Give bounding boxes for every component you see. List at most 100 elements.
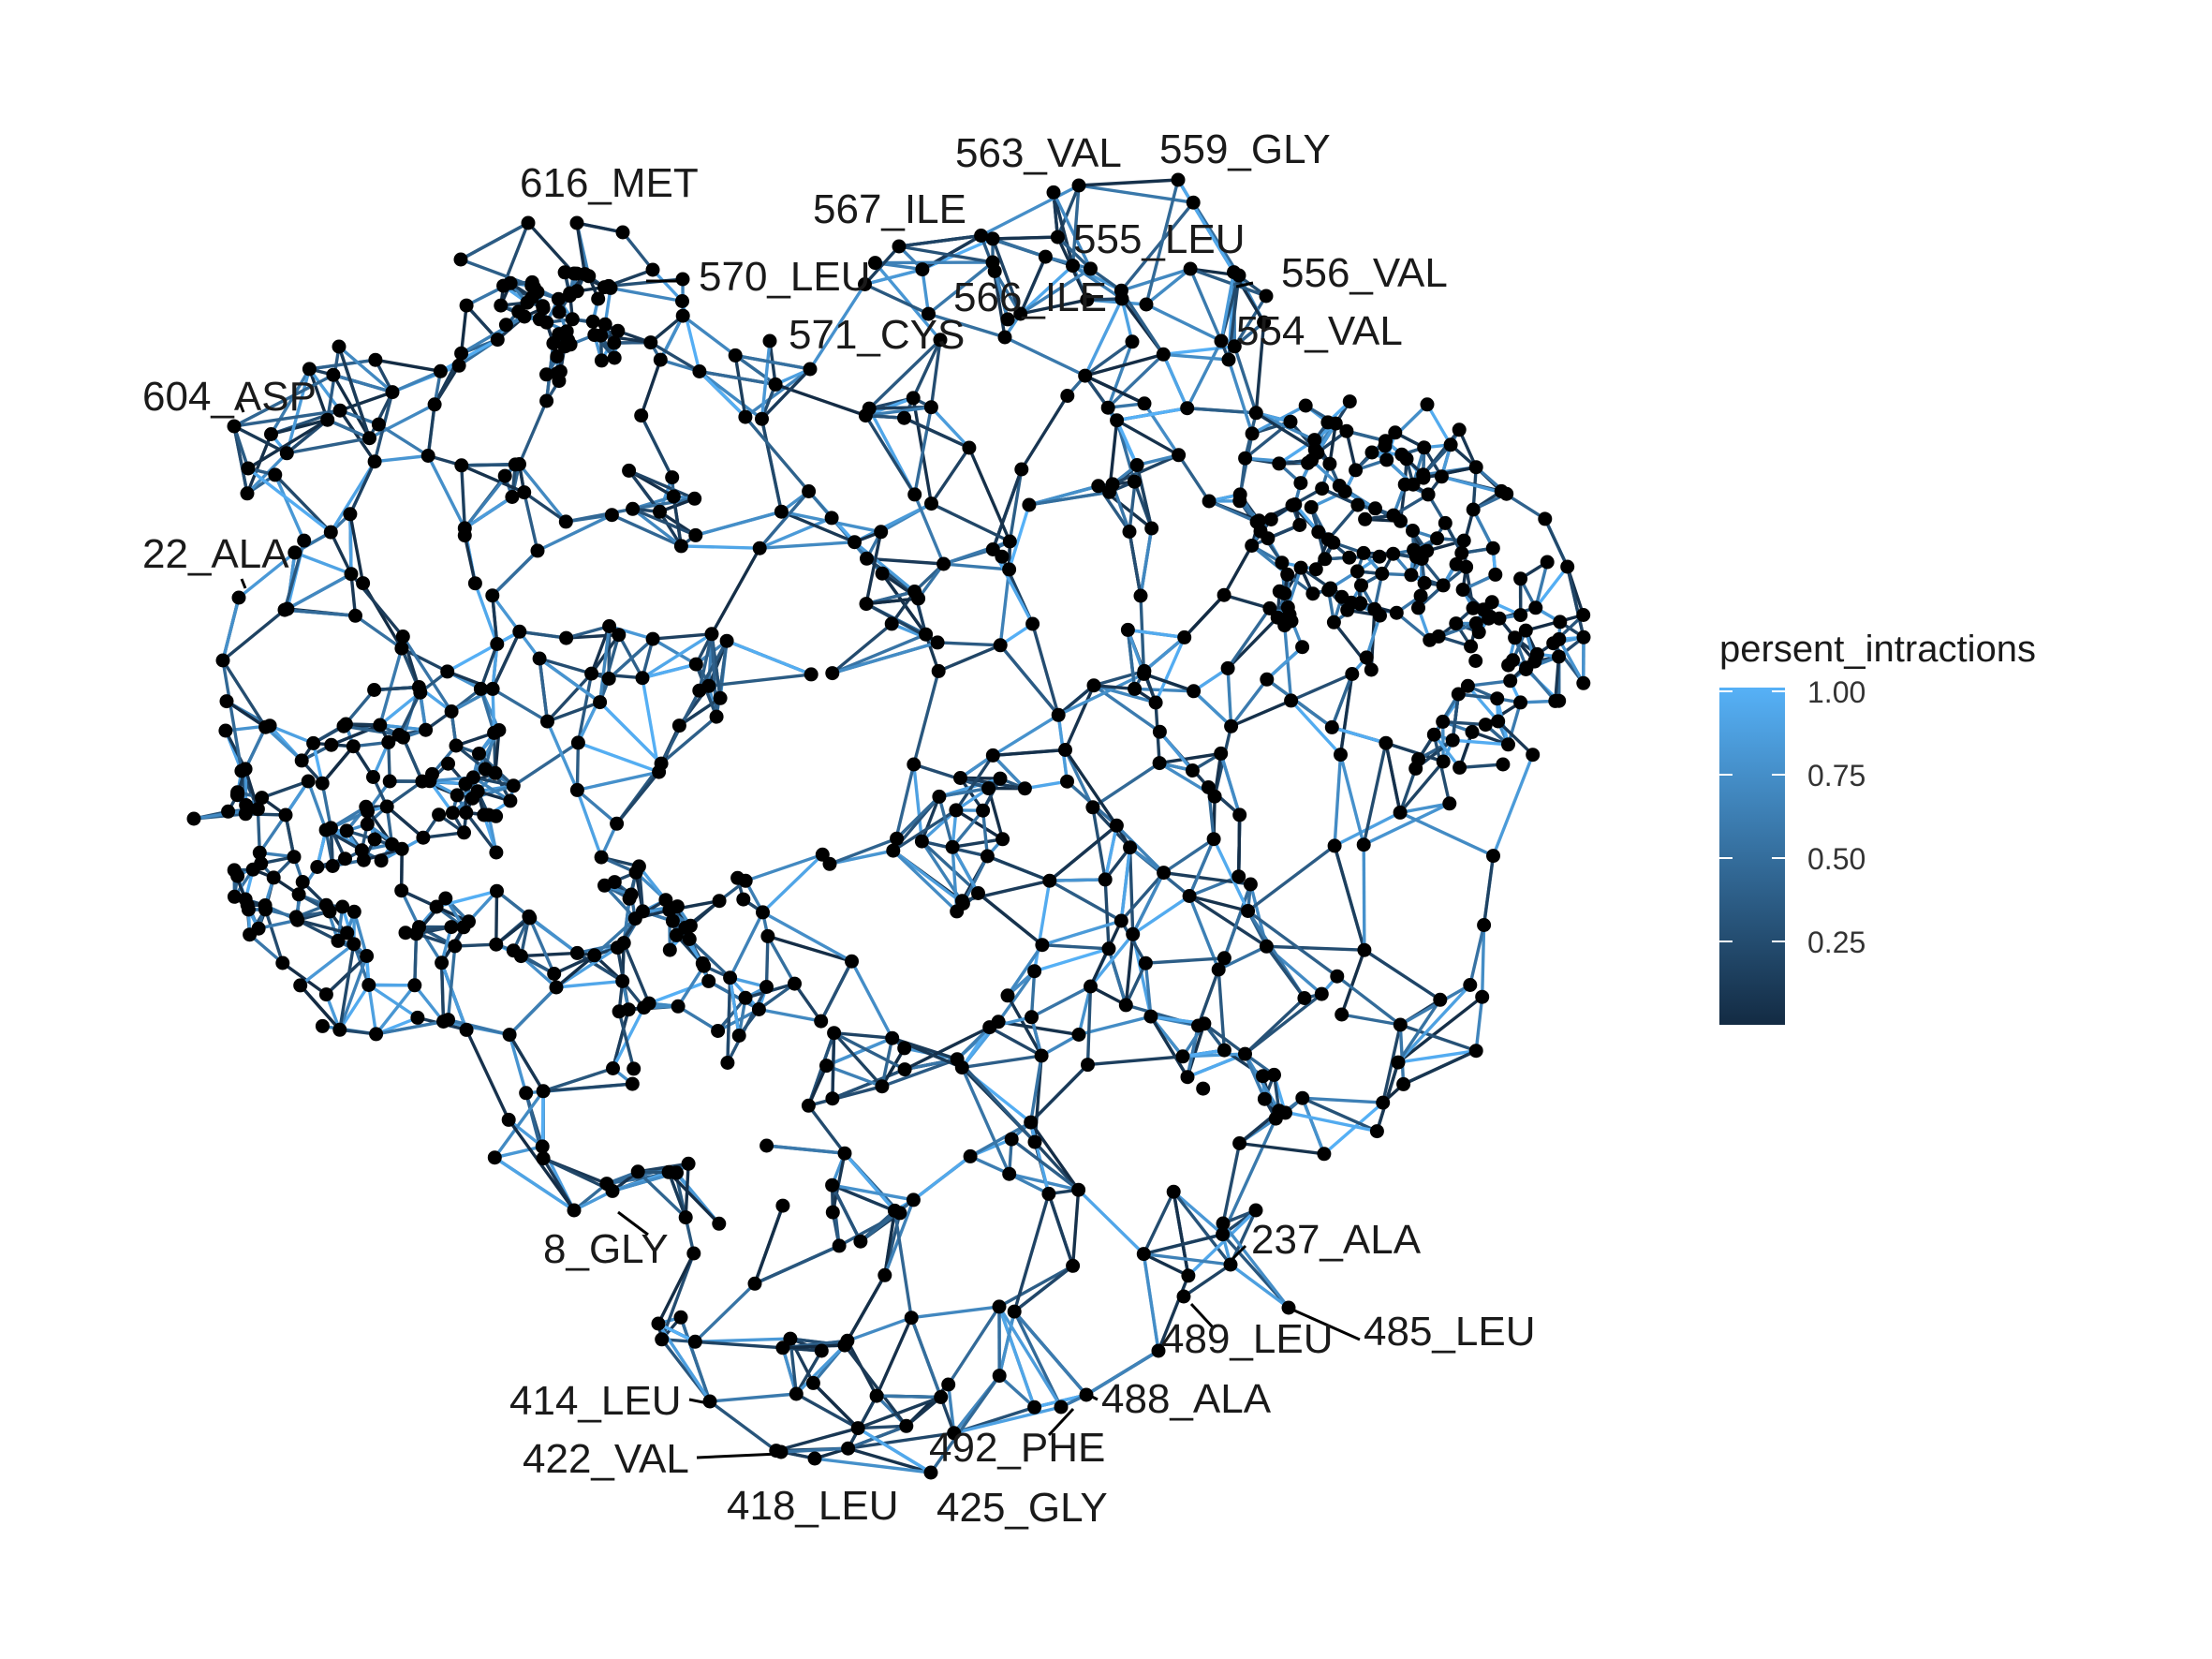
edge — [698, 633, 714, 691]
node — [549, 980, 564, 995]
edge — [1554, 656, 1561, 702]
edge — [1226, 668, 1233, 727]
node — [1454, 545, 1469, 560]
node — [919, 627, 934, 642]
edge — [780, 510, 856, 544]
node-label-485-leu: 485_LEU — [1364, 1309, 1535, 1355]
edge — [221, 608, 287, 662]
node — [445, 806, 460, 821]
edge — [448, 1017, 510, 1037]
node — [535, 1139, 550, 1154]
edge — [920, 795, 941, 842]
node — [1322, 456, 1337, 471]
node — [949, 803, 964, 818]
node — [1283, 414, 1298, 429]
node — [1000, 988, 1015, 1003]
edge — [1335, 974, 1402, 1027]
edge — [875, 260, 994, 265]
edge — [981, 810, 990, 857]
legend-title: persent_intractions — [1719, 629, 2036, 670]
node — [394, 641, 409, 656]
node — [438, 891, 453, 906]
node — [490, 637, 505, 651]
node — [1475, 989, 1490, 1004]
edge — [575, 789, 603, 858]
edge — [1471, 467, 1478, 511]
node-label-418-leu: 418_LEU — [727, 1483, 898, 1529]
node — [1335, 1007, 1349, 1022]
edge — [761, 911, 853, 963]
node — [1379, 735, 1394, 750]
edge — [611, 1006, 646, 1070]
node — [297, 533, 312, 548]
node — [1436, 754, 1451, 769]
node — [433, 363, 448, 378]
edge — [479, 643, 499, 689]
node — [825, 1178, 840, 1192]
node — [678, 1210, 693, 1225]
edge — [831, 622, 893, 674]
node — [498, 318, 513, 333]
node — [1576, 675, 1591, 690]
leader-line — [617, 1210, 649, 1237]
node — [643, 335, 658, 350]
edge — [1192, 689, 1232, 728]
edge — [237, 551, 296, 600]
node — [695, 955, 710, 970]
node — [1245, 426, 1260, 441]
node — [603, 280, 618, 295]
node — [730, 870, 745, 885]
edge — [386, 805, 425, 839]
node — [539, 393, 554, 408]
edge — [465, 811, 498, 854]
node — [1027, 1134, 1042, 1149]
node — [1328, 416, 1343, 431]
node — [1438, 515, 1453, 530]
edge — [1423, 466, 1477, 480]
edge — [1402, 1049, 1477, 1086]
node — [278, 807, 293, 822]
edge — [518, 463, 568, 523]
node — [627, 911, 642, 926]
edge — [1116, 407, 1187, 422]
node — [850, 1421, 865, 1436]
edge — [652, 632, 713, 641]
edge — [1183, 1263, 1231, 1298]
node — [1027, 964, 1042, 979]
edge — [554, 954, 596, 989]
edge — [1093, 669, 1145, 688]
node — [682, 932, 697, 946]
node — [1411, 600, 1425, 615]
edge — [986, 854, 1051, 882]
node — [343, 507, 358, 522]
node — [559, 630, 574, 645]
edge — [943, 562, 1010, 571]
edge — [640, 359, 662, 417]
node — [1196, 1081, 1211, 1096]
node — [1156, 347, 1171, 362]
edge — [463, 535, 478, 585]
node — [368, 352, 383, 367]
node — [1136, 1247, 1151, 1262]
node — [1305, 452, 1320, 467]
edge — [287, 572, 352, 611]
node — [1339, 423, 1354, 438]
node — [1256, 1069, 1270, 1084]
edge — [1254, 321, 1266, 413]
edge — [494, 916, 531, 946]
node — [374, 853, 389, 868]
node — [841, 1441, 856, 1456]
node — [709, 709, 724, 724]
node — [906, 1192, 921, 1207]
node — [607, 875, 622, 890]
node — [1022, 497, 1037, 512]
edge — [1041, 943, 1110, 951]
edge — [577, 770, 659, 792]
edge — [807, 1104, 847, 1155]
node — [827, 1026, 842, 1041]
edge — [631, 507, 697, 537]
node — [995, 549, 1010, 564]
node — [409, 926, 423, 941]
edge — [617, 633, 644, 679]
node — [995, 832, 1010, 847]
